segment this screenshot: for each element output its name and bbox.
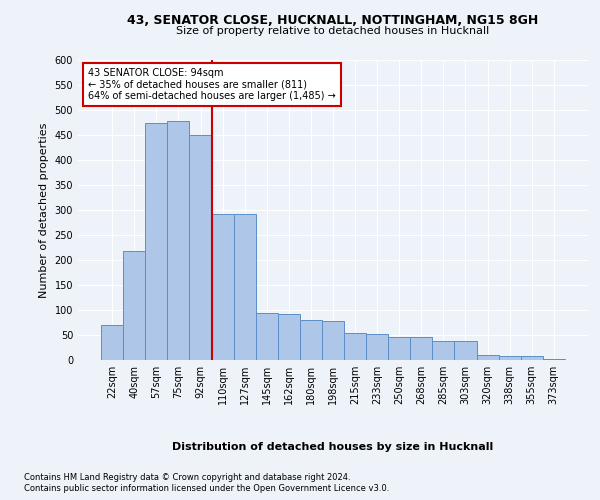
Bar (190, 135, 212, 360)
Text: 43, SENATOR CLOSE, HUCKNALL, NOTTINGHAM, NG15 8GH: 43, SENATOR CLOSE, HUCKNALL, NOTTINGHAM,… (127, 14, 539, 27)
Text: Contains HM Land Registry data © Crown copyright and database right 2024.: Contains HM Land Registry data © Crown c… (24, 472, 350, 482)
Bar (123, 251, 145, 360)
Bar (543, 358, 565, 360)
Bar (344, 333, 366, 360)
Bar (322, 321, 344, 360)
Bar (454, 341, 476, 360)
Bar (256, 312, 278, 360)
Bar (212, 214, 233, 360)
Bar (366, 334, 388, 360)
Bar (300, 320, 322, 360)
Bar (388, 336, 410, 360)
Text: Contains public sector information licensed under the Open Government Licence v3: Contains public sector information licen… (24, 484, 389, 493)
Y-axis label: Number of detached properties: Number of detached properties (39, 122, 49, 298)
Bar (278, 314, 300, 360)
Text: Size of property relative to detached houses in Hucknall: Size of property relative to detached ho… (176, 26, 490, 36)
Bar (167, 121, 190, 360)
Bar (499, 356, 521, 360)
Bar (521, 356, 543, 360)
Bar (101, 325, 123, 360)
Text: 43 SENATOR CLOSE: 94sqm
← 35% of detached houses are smaller (811)
64% of semi-d: 43 SENATOR CLOSE: 94sqm ← 35% of detache… (88, 68, 336, 100)
Bar (145, 122, 167, 360)
Bar (433, 340, 454, 360)
Bar (233, 214, 256, 360)
Bar (476, 355, 499, 360)
Text: Distribution of detached houses by size in Hucknall: Distribution of detached houses by size … (172, 442, 494, 452)
Bar (410, 336, 433, 360)
